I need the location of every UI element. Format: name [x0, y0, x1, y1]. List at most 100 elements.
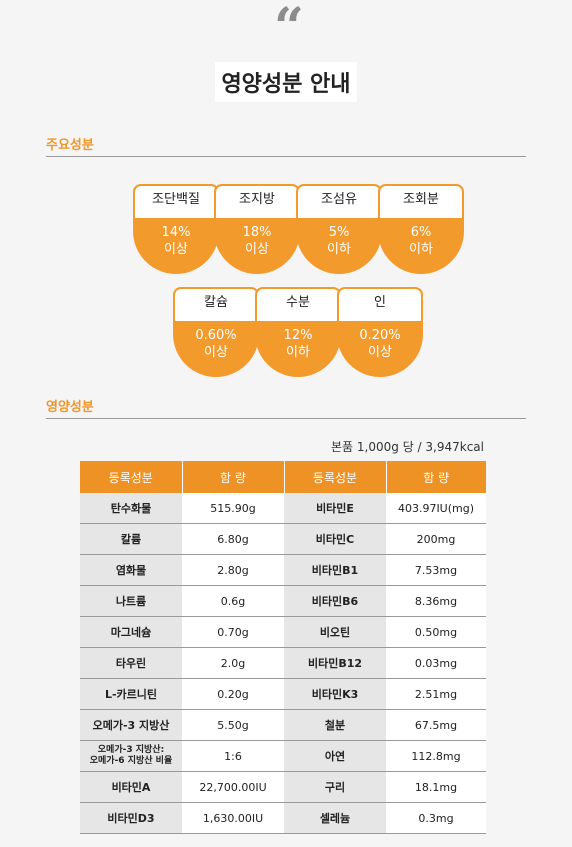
badge-qualifier: 이상 — [164, 242, 188, 257]
nutrient-badge: 조단백질 14% 이상 — [133, 184, 219, 274]
section-nutrition-label: 영양성분 — [46, 400, 94, 415]
ingredient-name-cell: L-카르니틴 — [80, 678, 182, 710]
badge-name: 조단백질 — [135, 186, 217, 218]
amount-cell: 0.3mg — [386, 802, 486, 834]
amount-cell: 67.5mg — [386, 709, 486, 741]
amount-cell: 22,700.00IU — [182, 771, 284, 803]
nutrition-table: 등록성분 함 량 등록성분 함 량 탄수화물 515.90g 비타민E 403.97I… — [80, 461, 486, 834]
amount-cell: 1:6 — [182, 740, 284, 772]
badge-qualifier: 이하 — [286, 345, 310, 360]
badge-value: 6% — [410, 225, 432, 240]
amount-cell: 18.1mg — [386, 771, 486, 803]
amount-cell: 403.97IU(mg) — [386, 493, 486, 524]
table-row: 칼륨 6.80g 비타민C 200mg — [80, 523, 486, 555]
badge-frame: 조지방 18% 이상 — [214, 184, 300, 274]
ingredient-name-cell: 구리 — [284, 771, 386, 803]
amount-cell: 0.50mg — [386, 616, 486, 648]
badge-name: 인 — [339, 289, 421, 321]
amount-cell: 8.36mg — [386, 585, 486, 617]
badge-value: 5% — [328, 225, 350, 240]
ingredient-name-cell: 비타민B1 — [284, 554, 386, 586]
ingredient-name-cell: 염화물 — [80, 554, 182, 586]
badge-frame: 칼슘 0.60% 이상 — [173, 287, 259, 377]
table-row: 비타민A 22,700.00IU 구리 18.1mg — [80, 771, 486, 803]
badge-qualifier: 이하 — [409, 242, 433, 257]
header-ingredient-1: 등록성분 — [80, 461, 183, 493]
badge-qualifier: 이하 — [327, 242, 351, 257]
amount-cell: 200mg — [386, 523, 486, 555]
amount-cell: 1,630.00IU — [182, 802, 284, 834]
section-nutrition-divider — [46, 418, 526, 419]
ingredient-name-cell: 비타민D3 — [80, 802, 182, 834]
badge-value: 12% — [283, 328, 313, 343]
amount-cell: 2.51mg — [386, 678, 486, 710]
badge-qualifier: 이상 — [204, 345, 228, 360]
badge-value-group: 0.20% 이상 — [339, 327, 421, 361]
ingredient-name-cell: 칼륨 — [80, 523, 182, 555]
badge-value-group: 14% 이상 — [135, 224, 217, 258]
amount-cell: 5.50g — [182, 709, 284, 741]
ingredient-name-cell: 비타민B6 — [284, 585, 386, 617]
amount-cell: 6.80g — [182, 523, 284, 555]
ingredient-name-cell: 비타민C — [284, 523, 386, 555]
page-title: 영양성분 안내 — [215, 62, 357, 102]
table-row: 탄수화물 515.90g 비타민E 403.97IU(mg) — [80, 493, 486, 524]
table-row: 타우린 2.0g 비타민B12 0.03mg — [80, 647, 486, 679]
quote-mark-icon: “ — [274, 0, 304, 58]
badge-value-group: 6% 이하 — [380, 224, 462, 258]
ingredient-name-cell: 나트륨 — [80, 585, 182, 617]
badge-name: 조지방 — [216, 186, 298, 218]
ingredient-name-cell: 아연 — [284, 740, 386, 772]
badge-frame: 인 0.20% 이상 — [337, 287, 423, 377]
ingredient-name-cell: 오메가-3 지방산: 오메가-6 지방산 비율 — [80, 740, 182, 772]
badge-value: 0.20% — [359, 328, 401, 343]
ingredient-name-cell: 비오틴 — [284, 616, 386, 648]
header-ingredient-2: 등록성분 — [284, 461, 387, 493]
badge-name: 수분 — [257, 289, 339, 321]
ingredient-name-cell: 셀레늄 — [284, 802, 386, 834]
amount-cell: 515.90g — [182, 493, 284, 524]
nutrient-badge: 조회분 6% 이하 — [378, 184, 464, 274]
badge-value-group: 12% 이하 — [257, 327, 339, 361]
amount-cell: 2.80g — [182, 554, 284, 586]
section-main-divider — [46, 156, 526, 157]
ingredient-name-cell: 오메가-3 지방산 — [80, 709, 182, 741]
badge-name: 조섬유 — [298, 186, 380, 218]
badge-value: 0.60% — [195, 328, 237, 343]
badge-frame: 수분 12% 이하 — [255, 287, 341, 377]
ingredient-name-cell: 마그네슘 — [80, 616, 182, 648]
badge-value: 14% — [161, 225, 191, 240]
nutrient-badge: 조섬유 5% 이하 — [296, 184, 382, 274]
badge-frame: 조섬유 5% 이하 — [296, 184, 382, 274]
table-header-row: 등록성분 함 량 등록성분 함 량 — [80, 461, 486, 493]
nutrient-badge: 수분 12% 이하 — [255, 287, 341, 377]
table-row: 나트륨 0.6g 비타민B6 8.36mg — [80, 585, 486, 617]
badge-value-group: 18% 이상 — [216, 224, 298, 258]
badge-name: 칼슘 — [175, 289, 257, 321]
badge-frame: 조회분 6% 이하 — [378, 184, 464, 274]
ingredient-name-cell: 탄수화물 — [80, 493, 182, 524]
amount-cell: 112.8mg — [386, 740, 486, 772]
ingredient-name-cell: 비타민A — [80, 771, 182, 803]
amount-cell: 0.20g — [182, 678, 284, 710]
ingredient-name-cell: 철분 — [284, 709, 386, 741]
ingredient-name-cell: 비타민B12 — [284, 647, 386, 679]
badge-qualifier: 이상 — [245, 242, 269, 257]
badge-value-group: 5% 이하 — [298, 224, 380, 258]
amount-cell: 7.53mg — [386, 554, 486, 586]
title-wrap: 영양성분 안내 — [0, 62, 572, 102]
header-amount-2: 함 량 — [386, 461, 486, 493]
header-amount-1: 함 량 — [182, 461, 285, 493]
table-row: 마그네슘 0.70g 비오틴 0.50mg — [80, 616, 486, 648]
amount-cell: 2.0g — [182, 647, 284, 679]
amount-cell: 0.70g — [182, 616, 284, 648]
badge-frame: 조단백질 14% 이상 — [133, 184, 219, 274]
ingredient-name-cell: 타우린 — [80, 647, 182, 679]
table-row: 염화물 2.80g 비타민B1 7.53mg — [80, 554, 486, 586]
ingredient-name-cell: 비타민E — [284, 493, 386, 524]
amount-cell: 0.6g — [182, 585, 284, 617]
badge-value-group: 0.60% 이상 — [175, 327, 257, 361]
badge-qualifier: 이상 — [368, 345, 392, 360]
nutrient-badge: 조지방 18% 이상 — [214, 184, 300, 274]
table-row: 오메가-3 지방산 5.50g 철분 67.5mg — [80, 709, 486, 741]
